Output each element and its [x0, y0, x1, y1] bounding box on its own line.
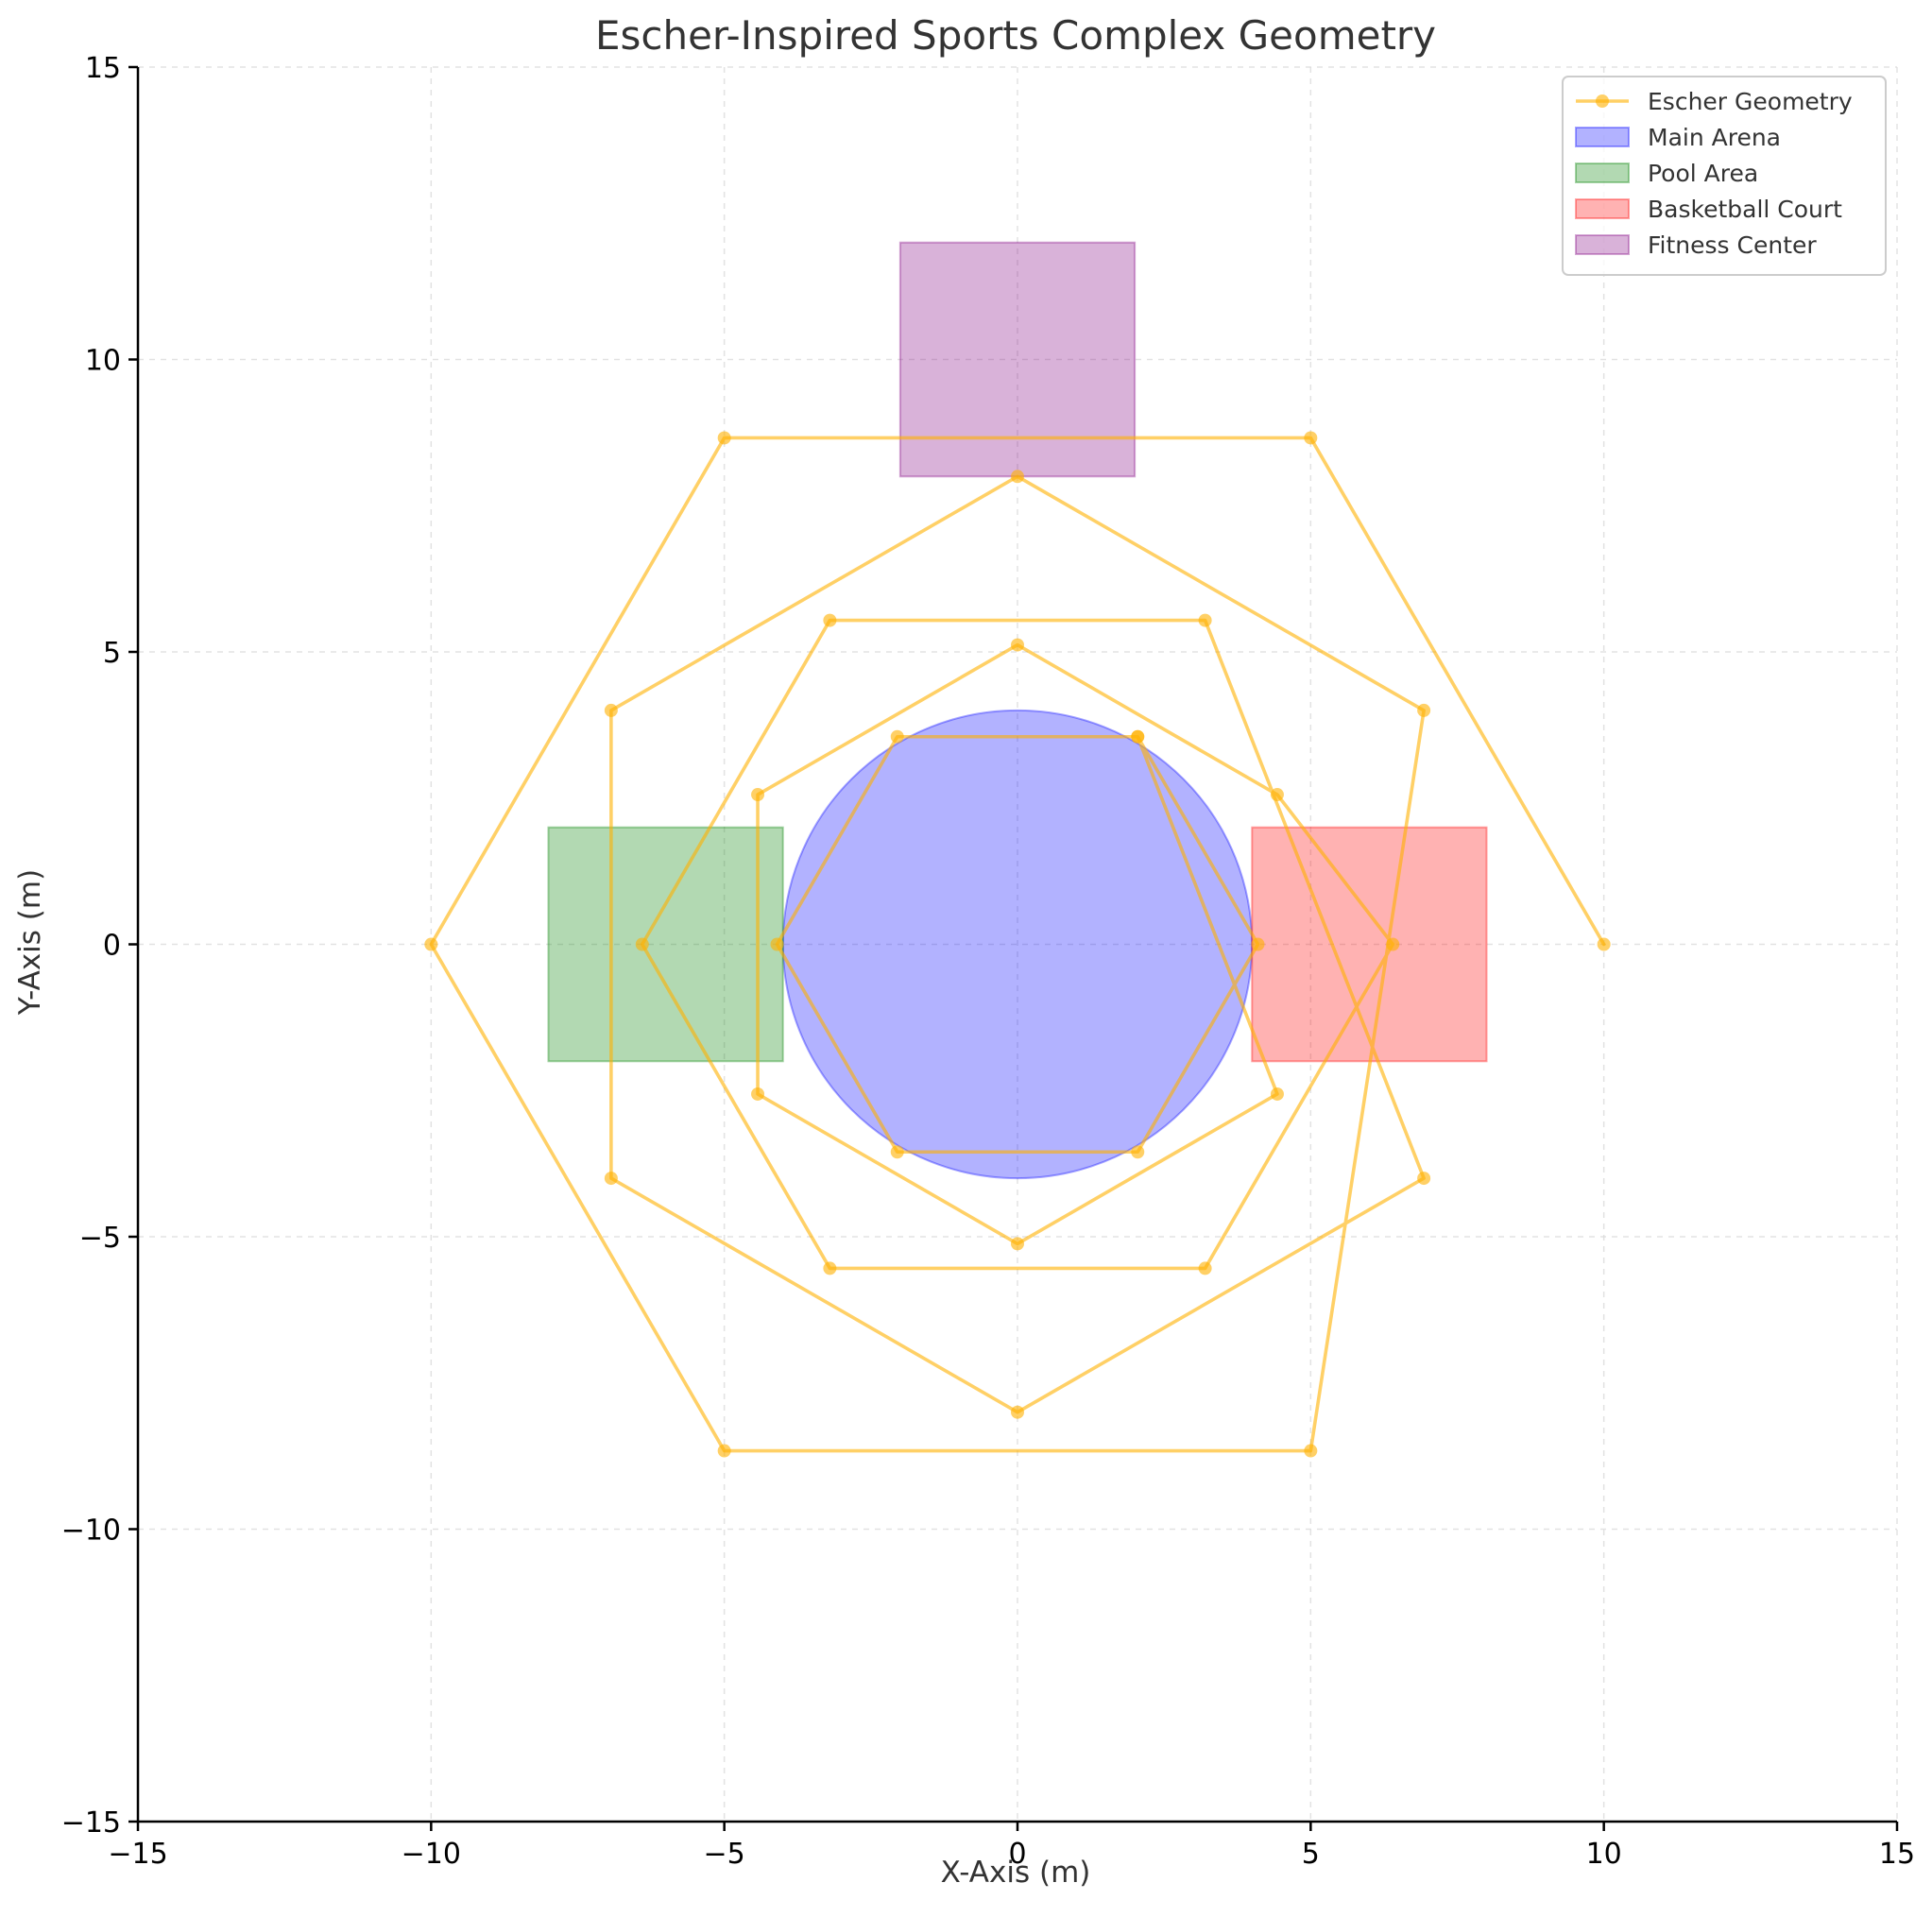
area-layer	[547, 241, 1488, 1180]
escher-geometry-point	[823, 1261, 837, 1275]
line-layer	[424, 431, 1611, 1458]
y-tick-label: 0	[103, 930, 121, 963]
escher-geometry-point	[1011, 1405, 1024, 1419]
escher-geometry-point	[1270, 788, 1284, 802]
escher-geometry-point	[1386, 937, 1400, 951]
legend-label-basketball-court: Basketball Court	[1648, 196, 1842, 223]
x-tick-label: 10	[1586, 1838, 1622, 1871]
escher-geometry-point	[717, 1444, 731, 1458]
x-tick-label: −15	[108, 1838, 167, 1871]
legend: Escher Geometry Main Arena Pool Area Basket…	[1562, 76, 1887, 276]
y-tick-label: 10	[85, 345, 121, 378]
escher-geometry-point	[1198, 613, 1212, 627]
escher-geometry-point	[890, 1145, 904, 1159]
y-tick-label: 5	[103, 637, 121, 670]
escher-geometry-point	[424, 937, 438, 951]
x-tick-label: 15	[1879, 1838, 1915, 1871]
x-tick-label: −5	[704, 1838, 745, 1871]
escher-geometry-point	[1011, 1237, 1024, 1251]
chart-title: Escher-Inspired Sports Complex Geometry	[595, 12, 1436, 59]
legend-swatch-fitness-center	[1575, 234, 1630, 255]
escher-geometry-point	[751, 1087, 765, 1101]
legend-swatch-main-arena	[1575, 127, 1630, 147]
legend-swatch-pool-area	[1575, 163, 1630, 183]
x-axis-label: X-Axis (m)	[941, 1856, 1091, 1890]
fitness-center-area	[898, 241, 1137, 478]
x-tick-label: −10	[402, 1838, 461, 1871]
axis-layer: −15 −10 −5 0 5 10 15 −15 −10 −5 0 5 10 15	[61, 52, 1915, 1871]
escher-geometry-point	[751, 788, 765, 802]
y-tick-label: −10	[61, 1515, 121, 1548]
escher-geometry-point	[1304, 431, 1318, 445]
escher-geometry-point	[890, 729, 904, 744]
y-tick-label: −5	[79, 1222, 121, 1255]
escher-geometry-point	[1131, 729, 1145, 744]
y-axis-label: Y-Axis (m)	[13, 869, 47, 1016]
main-arena-area	[781, 709, 1254, 1180]
escher-geometry-point	[1251, 937, 1265, 951]
escher-geometry-point	[1597, 937, 1611, 951]
y-tick-label: −15	[61, 1806, 121, 1840]
pool-area-area	[547, 826, 784, 1063]
escher-geometry-point	[604, 703, 618, 717]
legend-marker-escher-geometry	[1596, 94, 1609, 108]
escher-geometry-point	[635, 937, 649, 951]
legend-label-main-arena: Main Arena	[1648, 124, 1781, 151]
escher-geometry-point	[770, 937, 784, 951]
legend-label-pool-area: Pool Area	[1648, 160, 1758, 187]
legend-label-fitness-center: Fitness Center	[1648, 231, 1817, 259]
x-tick-label: 0	[1008, 1838, 1026, 1871]
x-tick-label: 5	[1302, 1838, 1320, 1871]
escher-geometry-point	[604, 1172, 618, 1186]
escher-geometry-point	[1131, 1145, 1145, 1159]
legend-frame	[1562, 76, 1887, 276]
escher-geometry-point	[1270, 1087, 1284, 1101]
legend-swatch-basketball-court	[1575, 198, 1630, 219]
y-tick-label: 15	[85, 52, 121, 85]
escher-geometry-point	[823, 613, 837, 627]
escher-geometry-point	[1417, 703, 1431, 717]
escher-geometry-point	[1198, 1261, 1212, 1275]
escher-geometry-point	[1011, 470, 1024, 484]
legend-label-escher-geometry: Escher Geometry	[1648, 88, 1853, 115]
escher-geometry-point	[1417, 1172, 1431, 1186]
escher-geometry-point	[1011, 638, 1024, 652]
basketball-court-area	[1251, 826, 1488, 1063]
escher-geometry-point	[717, 431, 731, 445]
escher-geometry-point	[1304, 1444, 1318, 1458]
